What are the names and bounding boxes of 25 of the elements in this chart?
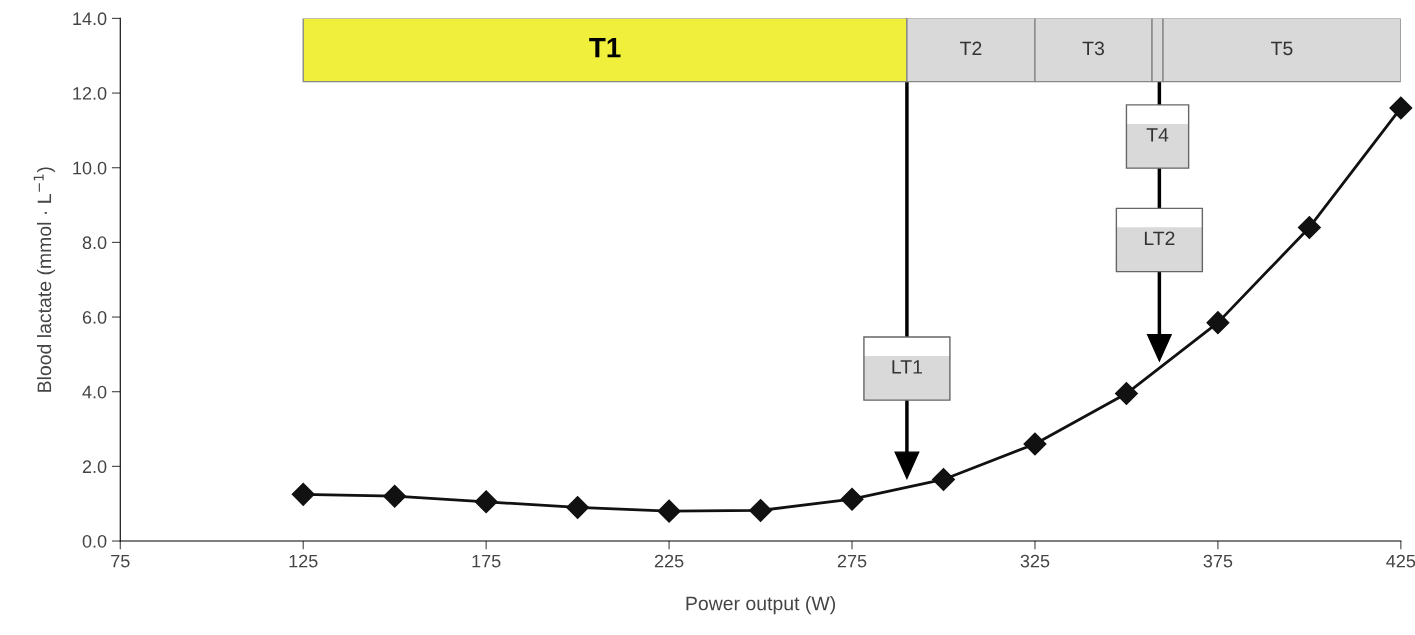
y-tick-label: 6.0 xyxy=(82,310,107,324)
y-tick-label: 0.0 xyxy=(82,534,107,548)
x-tick-label: 175 xyxy=(472,554,501,568)
y-tick-label: 2.0 xyxy=(82,460,107,474)
ref-line-label: LT2 xyxy=(1144,231,1175,246)
y-tick-label: 8.0 xyxy=(82,236,107,250)
y-tick-label: 4.0 xyxy=(82,385,107,399)
x-tick-label: 75 xyxy=(111,554,130,568)
y-tick-label: 10.0 xyxy=(73,161,107,175)
band-label: T3 xyxy=(1082,41,1104,56)
x-tick-label: 275 xyxy=(837,554,867,568)
band-label: T1 xyxy=(589,38,621,58)
x-tick-label: 125 xyxy=(289,554,318,568)
band-label: T2 xyxy=(960,41,982,56)
x-axis-title: Power output (W) xyxy=(686,596,835,615)
band-label: T4 xyxy=(1146,128,1169,142)
y-axis-title: Blood lactate (mmol · L$^{−1}$) xyxy=(33,167,56,392)
y-tick-label: 12.0 xyxy=(73,87,107,100)
band-label: T5 xyxy=(1271,41,1293,56)
ref-line-label: LT1 xyxy=(892,360,922,374)
x-tick-label: 375 xyxy=(1203,554,1233,568)
x-tick-label: 425 xyxy=(1386,554,1415,568)
y-tick-label: 14.0 xyxy=(73,12,107,26)
x-tick-label: 225 xyxy=(654,554,684,568)
x-tick-label: 325 xyxy=(1020,554,1050,568)
